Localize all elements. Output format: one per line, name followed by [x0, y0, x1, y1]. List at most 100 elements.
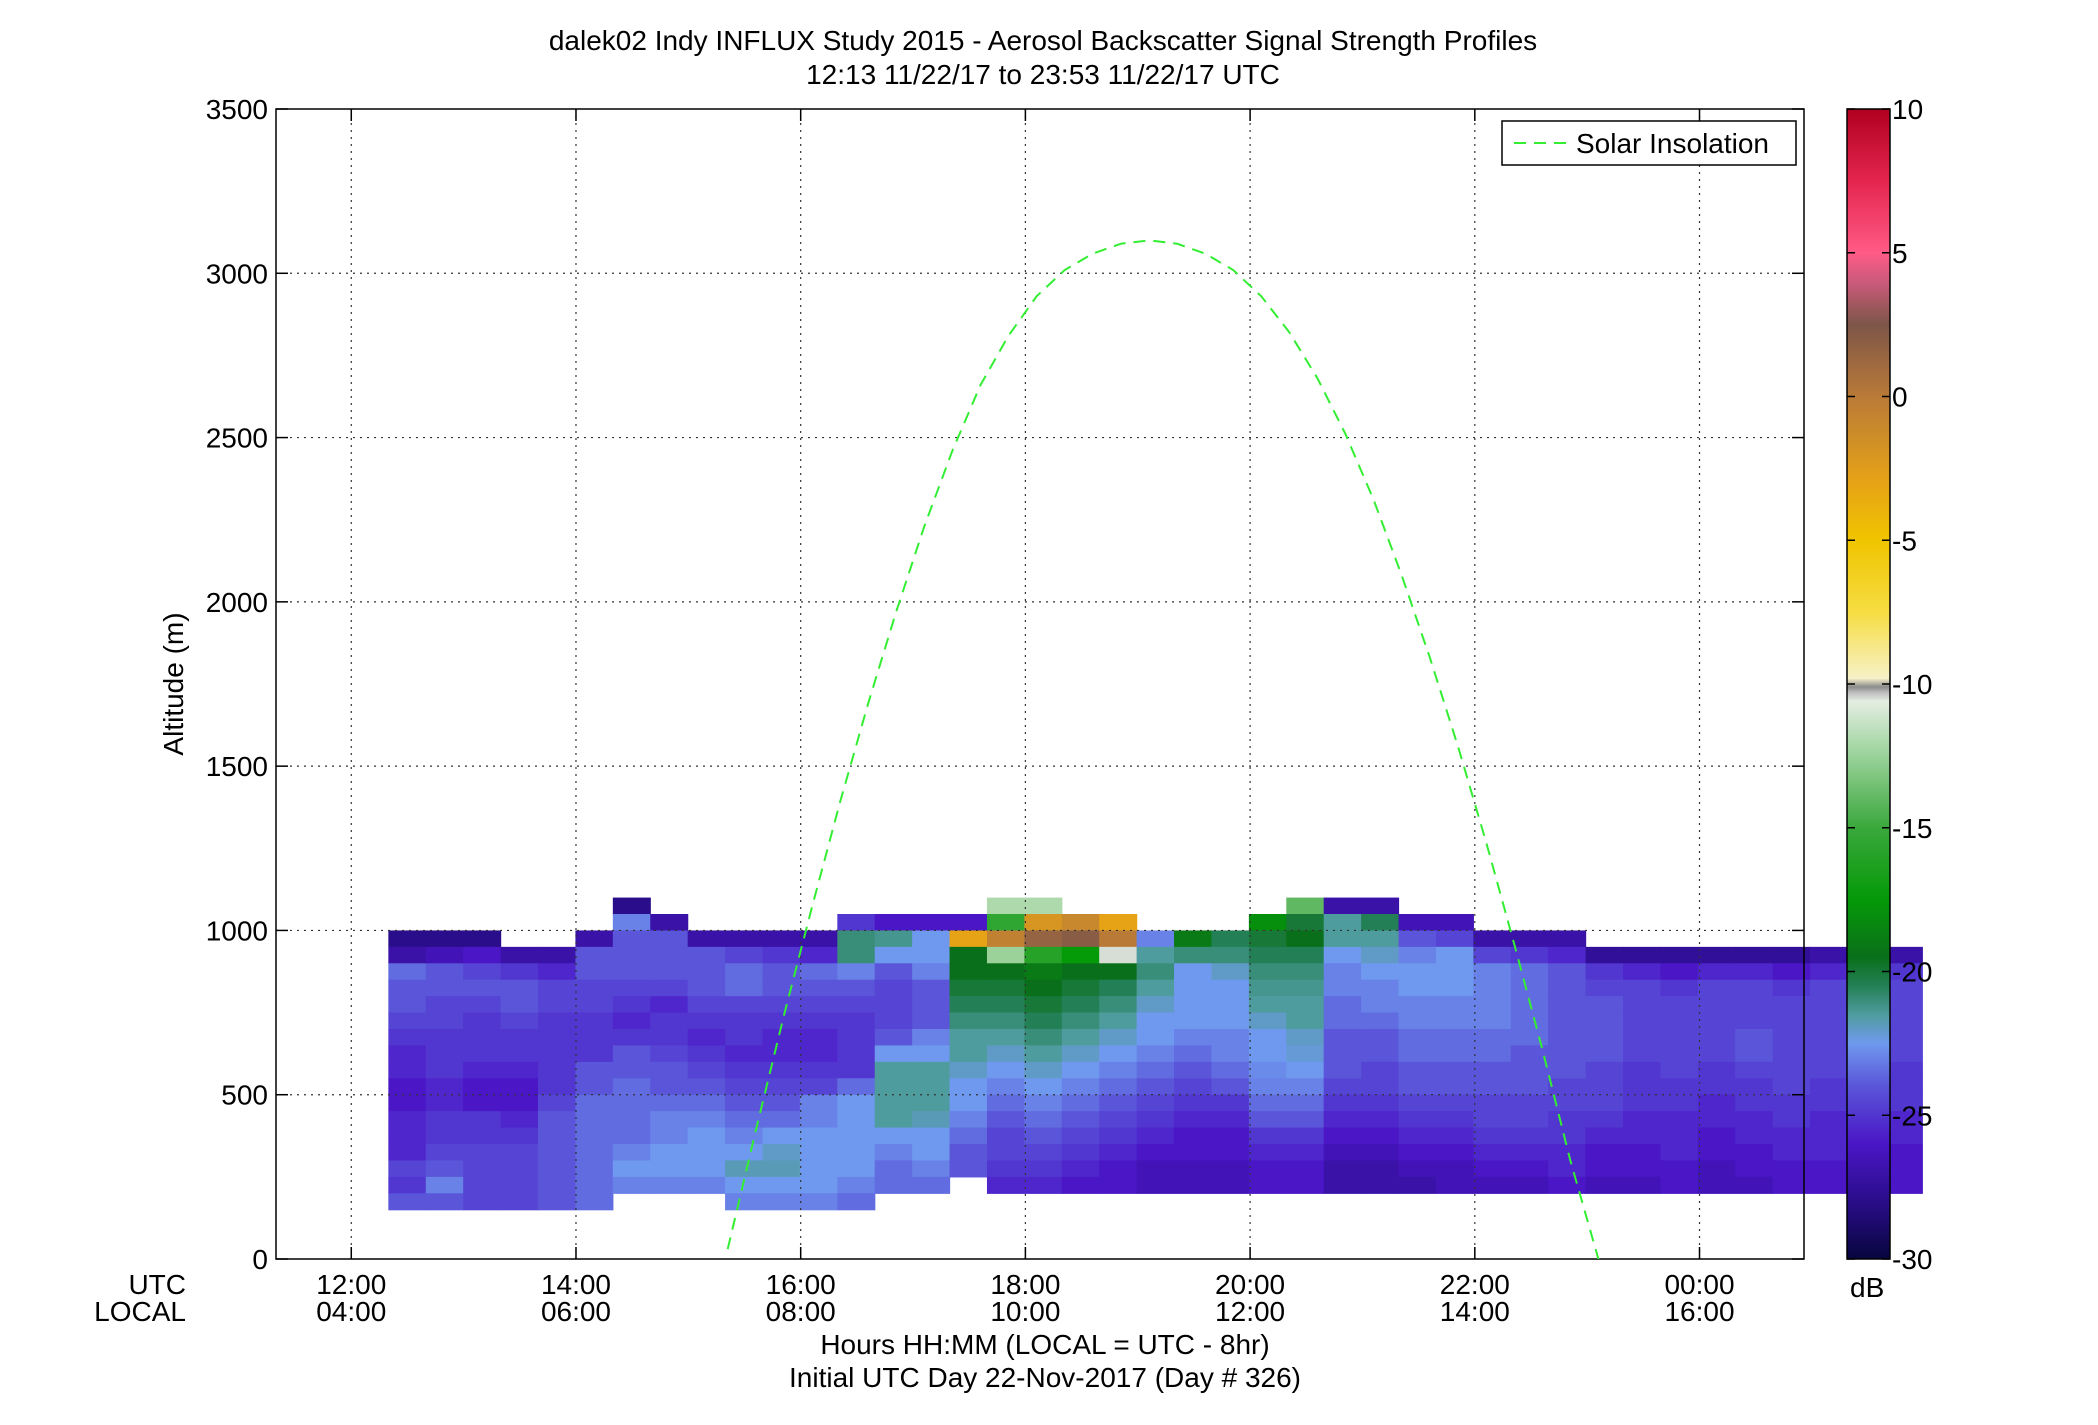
- heatmap-cell: [986, 897, 1025, 915]
- heatmap-cell: [1174, 930, 1213, 948]
- heatmap-cell: [425, 1061, 464, 1079]
- heatmap-cell: [725, 1176, 764, 1194]
- heatmap-cell: [500, 1160, 539, 1178]
- heatmap-cell: [1548, 1078, 1587, 1096]
- heatmap-cell: [1585, 1029, 1624, 1047]
- heatmap-cell: [1810, 963, 1849, 981]
- heatmap-cell: [1548, 1029, 1587, 1047]
- heatmap-cell: [725, 1111, 764, 1129]
- x-tick-label-utc: 12:00: [316, 1269, 386, 1300]
- heatmap-cell: [1510, 1127, 1549, 1145]
- heatmap-cell: [1361, 996, 1400, 1014]
- heatmap-cell: [986, 1012, 1025, 1030]
- heatmap-cell: [650, 914, 689, 932]
- heatmap-cell: [500, 1144, 539, 1162]
- heatmap-cell: [575, 946, 614, 964]
- heatmap-cell: [725, 1160, 764, 1178]
- heatmap-cell: [463, 1127, 502, 1145]
- heatmap-cell: [1136, 1029, 1175, 1047]
- heatmap-cell: [538, 1111, 577, 1129]
- heatmap-cell: [575, 1176, 614, 1194]
- heatmap-cell: [1623, 1160, 1662, 1178]
- heatmap-cell: [1548, 1127, 1587, 1145]
- heatmap-cell: [1623, 1144, 1662, 1162]
- heatmap-cell: [1585, 1111, 1624, 1129]
- heatmap-cell: [1361, 1176, 1400, 1194]
- heatmap-cell: [1286, 979, 1325, 997]
- heatmap-cell: [1211, 1176, 1250, 1194]
- heatmap-cell: [1735, 1078, 1774, 1096]
- heatmap-cell: [575, 1193, 614, 1211]
- heatmap-cell: [986, 1111, 1025, 1129]
- heatmap-cell: [1323, 1029, 1362, 1047]
- chart-title: dalek02 Indy INFLUX Study 2015 - Aerosol…: [549, 25, 1537, 56]
- heatmap-cell: [1510, 979, 1549, 997]
- heatmap-cell: [463, 1029, 502, 1047]
- heatmap-cell: [1174, 1078, 1213, 1096]
- heatmap-cell: [1697, 946, 1736, 964]
- heatmap-cell: [1660, 1045, 1699, 1063]
- heatmap-cell: [687, 946, 726, 964]
- heatmap-cell: [1435, 1094, 1474, 1112]
- heatmap-cell: [837, 1127, 876, 1145]
- heatmap-cell: [612, 1012, 651, 1030]
- heatmap-cell: [388, 930, 427, 948]
- heatmap-cell: [1361, 1012, 1400, 1030]
- heatmap-cell: [1286, 1127, 1325, 1145]
- heatmap-cell: [1398, 1176, 1437, 1194]
- heatmap-cell: [874, 1045, 913, 1063]
- x-tick-label-utc: 22:00: [1440, 1269, 1510, 1300]
- heatmap-cell: [762, 1078, 801, 1096]
- heatmap-cell: [1361, 1111, 1400, 1129]
- heatmap-cell: [388, 1111, 427, 1129]
- heatmap-cell: [1136, 1094, 1175, 1112]
- heatmap-cell: [1810, 1111, 1849, 1129]
- heatmap-cell: [1660, 1012, 1699, 1030]
- heatmap-cell: [1697, 1094, 1736, 1112]
- heatmap-cell: [1061, 1094, 1100, 1112]
- x-tick-label-utc: 18:00: [990, 1269, 1060, 1300]
- heatmap-cell: [986, 1094, 1025, 1112]
- y-tick-label: 500: [221, 1080, 268, 1111]
- heatmap-cell: [612, 979, 651, 997]
- x-tick-label-utc: 20:00: [1215, 1269, 1285, 1300]
- heatmap-cell: [500, 1111, 539, 1129]
- heatmap-cell: [1884, 1012, 1923, 1030]
- heatmap-cell: [1697, 1061, 1736, 1079]
- heatmap-cell: [1772, 1127, 1811, 1145]
- heatmap-cell: [986, 996, 1025, 1014]
- heatmap-cell: [425, 963, 464, 981]
- heatmap-cell: [1735, 1127, 1774, 1145]
- heatmap-cell: [1136, 1127, 1175, 1145]
- heatmap-cell: [949, 1127, 988, 1145]
- heatmap-cell: [1024, 1127, 1063, 1145]
- heatmap-cell: [1024, 1045, 1063, 1063]
- heatmap-cell: [425, 1176, 464, 1194]
- heatmap-cell: [612, 1111, 651, 1129]
- heatmap-cell: [463, 979, 502, 997]
- heatmap-cell: [575, 1160, 614, 1178]
- heatmap-cell: [1660, 1029, 1699, 1047]
- x-tick-label-local: 12:00: [1215, 1296, 1285, 1327]
- heatmap-cell: [575, 1078, 614, 1096]
- heatmap-cell: [837, 1094, 876, 1112]
- heatmap-cell: [612, 897, 651, 915]
- heatmap-cell: [1174, 1061, 1213, 1079]
- heatmap-cell: [799, 946, 838, 964]
- heatmap-cell: [388, 1029, 427, 1047]
- heatmap-cell: [1286, 946, 1325, 964]
- heatmap-cell: [1061, 914, 1100, 932]
- heatmap-cell: [1398, 1094, 1437, 1112]
- heatmap-cell: [1174, 996, 1213, 1014]
- heatmap-cell: [725, 979, 764, 997]
- heatmap-cell: [1660, 979, 1699, 997]
- heatmap-cell: [1398, 930, 1437, 948]
- heatmap-cell: [1585, 1160, 1624, 1178]
- heatmap-cell: [1211, 979, 1250, 997]
- heatmap-cell: [538, 1078, 577, 1096]
- heatmap-cell: [1174, 1144, 1213, 1162]
- heatmap-cell: [1772, 1029, 1811, 1047]
- heatmap-cell: [575, 1045, 614, 1063]
- heatmap-cell: [912, 1094, 951, 1112]
